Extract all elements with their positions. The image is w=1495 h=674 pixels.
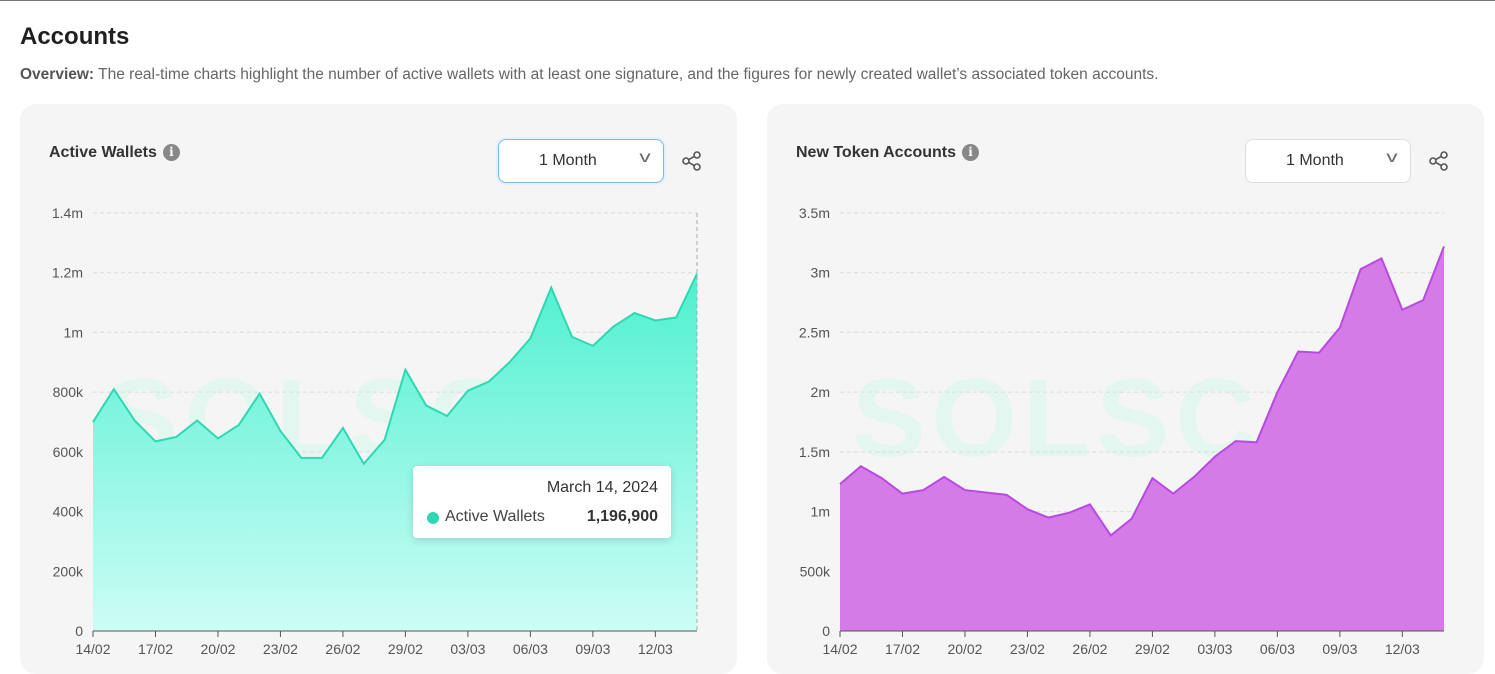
chevron-down-icon: v (1386, 149, 1397, 167)
tooltip-value: 1,196,900 (587, 508, 658, 526)
x-tick-label: 17/02 (885, 641, 920, 657)
y-tick-label: 600k (53, 444, 84, 460)
time-range-value: 1 Month (1286, 152, 1344, 170)
area-fill (93, 274, 697, 631)
x-tick-label: 06/03 (1260, 641, 1295, 657)
x-tick-label: 26/02 (325, 641, 360, 657)
x-tick-label: 03/03 (450, 641, 485, 657)
x-tick-label: 20/02 (200, 641, 235, 657)
x-tick-label: 29/02 (388, 641, 423, 657)
tooltip-date: March 14, 2024 (547, 479, 658, 497)
y-tick-label: 1.5m (799, 444, 830, 460)
time-range-value: 1 Month (539, 152, 597, 170)
y-tick-label: 2.5m (799, 324, 830, 340)
card-title: New Token Accounts i (796, 144, 979, 162)
info-icon[interactable]: i (163, 144, 180, 161)
x-tick-label: 12/03 (1385, 641, 1420, 657)
time-range-select[interactable]: 1 Month v (1245, 139, 1411, 183)
active-wallets-chart: SOLSCAN0200k400k600k800k1m1.2m1.4m14/021… (20, 104, 737, 674)
card-title-text: New Token Accounts (796, 144, 956, 161)
y-tick-label: 800k (53, 384, 84, 400)
x-tick-label: 06/03 (513, 641, 548, 657)
x-tick-label: 09/03 (1322, 641, 1357, 657)
share-icon[interactable] (1427, 149, 1451, 173)
overview-body: The real-time charts highlight the numbe… (94, 66, 1158, 83)
series-dot-icon (427, 512, 439, 524)
y-tick-label: 0 (75, 623, 83, 639)
card-title: Active Wallets i (49, 144, 180, 162)
chevron-down-icon: v (639, 149, 650, 167)
x-tick-label: 12/03 (638, 641, 673, 657)
y-tick-label: 3.5m (799, 205, 830, 221)
info-icon[interactable]: i (962, 144, 979, 161)
y-tick-label: 3m (811, 265, 830, 281)
x-tick-label: 23/02 (263, 641, 298, 657)
y-tick-label: 2m (811, 384, 830, 400)
y-tick-label: 1m (811, 504, 830, 520)
x-tick-label: 03/03 (1197, 641, 1232, 657)
x-tick-label: 23/02 (1010, 641, 1045, 657)
overview-text: Overview: The real-time charts highlight… (20, 66, 1158, 84)
x-tick-label: 17/02 (138, 641, 173, 657)
time-range-select[interactable]: 1 Month v (498, 139, 664, 183)
card-title-text: Active Wallets (49, 144, 157, 161)
x-tick-label: 26/02 (1072, 641, 1107, 657)
y-tick-label: 1m (64, 324, 83, 340)
x-tick-label: 20/02 (947, 641, 982, 657)
y-tick-label: 1.4m (52, 205, 83, 221)
x-tick-label: 29/02 (1135, 641, 1170, 657)
x-tick-label: 09/03 (575, 641, 610, 657)
y-tick-label: 200k (53, 563, 84, 579)
chart-tooltip: March 14, 2024 Active Wallets 1,196,900 (413, 466, 671, 538)
overview-label: Overview: (20, 66, 94, 83)
y-tick-label: 0 (822, 623, 830, 639)
y-tick-label: 500k (800, 563, 831, 579)
active-wallets-card: SOLSCAN0200k400k600k800k1m1.2m1.4m14/021… (20, 104, 737, 674)
x-tick-label: 14/02 (75, 641, 110, 657)
tooltip-series: Active Wallets (445, 508, 545, 526)
y-tick-label: 400k (53, 504, 84, 520)
x-tick-label: 14/02 (822, 641, 857, 657)
share-icon[interactable] (680, 149, 704, 173)
y-tick-label: 1.2m (52, 265, 83, 281)
page-title: Accounts (20, 23, 129, 51)
